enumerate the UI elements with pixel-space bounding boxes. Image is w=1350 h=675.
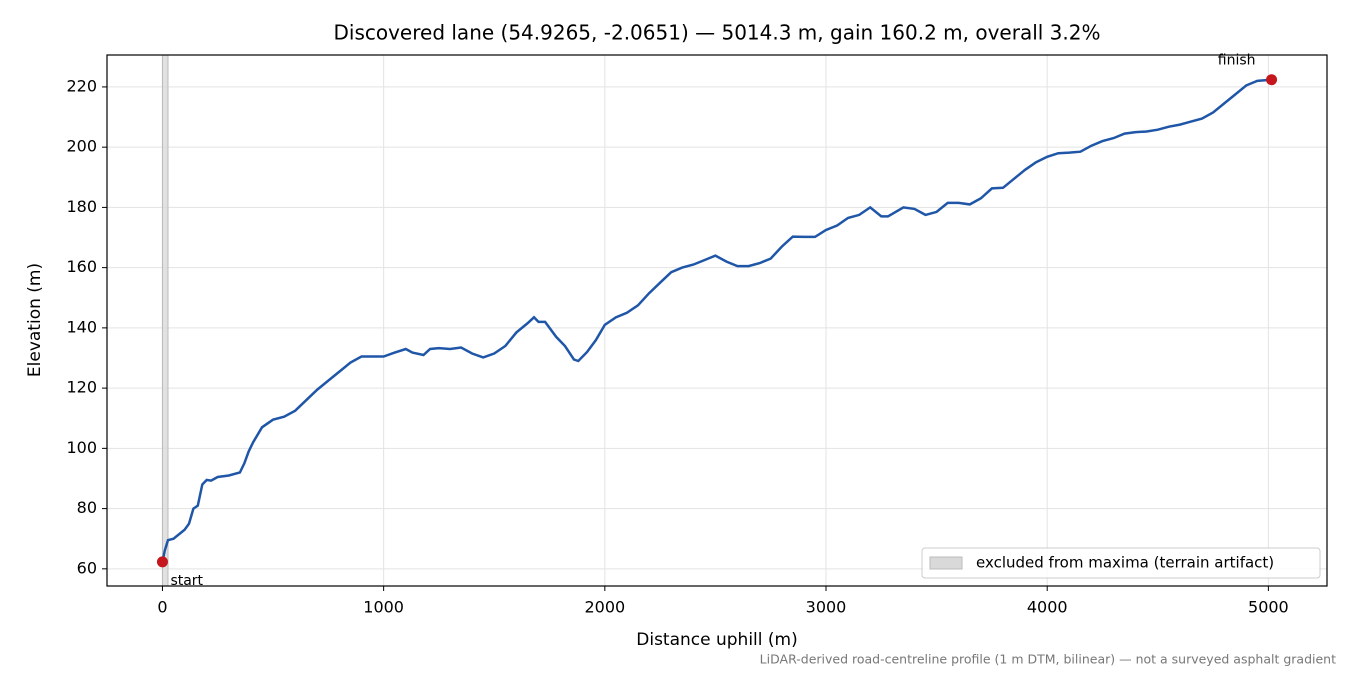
- x-tick-label: 1000: [363, 598, 404, 617]
- excluded-band: [161, 54, 169, 587]
- y-tick-label: 80: [77, 498, 97, 517]
- plot-frame: [106, 54, 1328, 587]
- x-tick-label: 0: [157, 598, 167, 617]
- chart-title: Discovered lane (54.9265, -2.0651) — 501…: [333, 21, 1100, 45]
- start-marker: [156, 556, 168, 568]
- y-tick-label: 220: [66, 76, 97, 95]
- x-axis-label: Distance uphill (m): [636, 630, 797, 650]
- y-tick-label: 60: [77, 558, 97, 577]
- finish-label: finish: [1218, 53, 1256, 69]
- legend-swatch: [929, 556, 963, 570]
- y-tick-label: 100: [66, 438, 97, 457]
- elevation-line: [161, 78, 1272, 563]
- finish-marker: [1266, 74, 1278, 86]
- x-tick-label: 4000: [1027, 598, 1068, 617]
- y-tick-label: 120: [66, 378, 97, 397]
- x-tick-label: 2000: [584, 598, 625, 617]
- y-tick-label: 180: [66, 197, 97, 216]
- y-tick-label: 160: [66, 257, 97, 276]
- x-tick-label: 3000: [806, 598, 847, 617]
- x-tick-label: 5000: [1248, 598, 1289, 617]
- legend-label: excluded from maxima (terrain artifact): [976, 554, 1274, 572]
- footnote: LiDAR-derived road-centreline profile (1…: [760, 652, 1336, 667]
- y-tick-label: 200: [66, 137, 97, 156]
- legend-box: [921, 547, 1321, 579]
- start-label: start: [170, 573, 203, 589]
- y-tick-label: 140: [66, 317, 97, 336]
- y-axis-label: Elevation (m): [25, 263, 45, 377]
